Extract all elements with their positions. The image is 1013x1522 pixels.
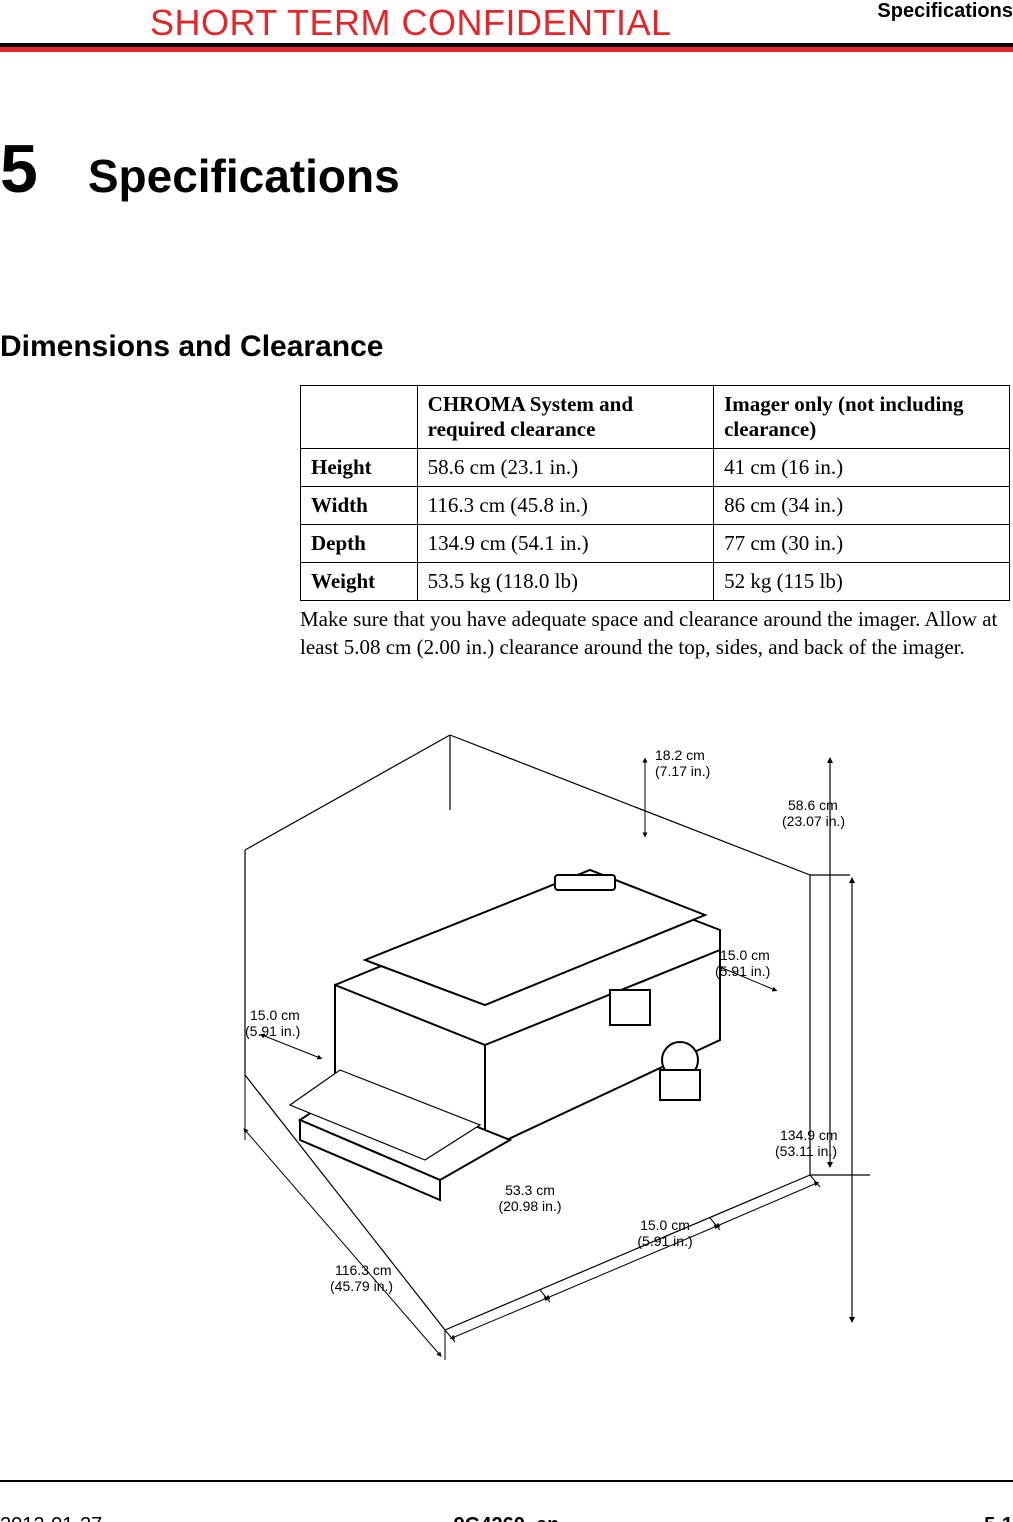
table-row: Weight 53.5 kg (118.0 lb) 52 kg (115 lb) xyxy=(301,563,1010,601)
dim-right-cm: 15.0 cm xyxy=(720,947,770,963)
page: Specifications SHORT TERM CONFIDENTIAL 5… xyxy=(0,0,1013,1522)
dim-top-cm: 18.2 cm xyxy=(655,747,705,763)
dim-width-in: (45.79 in.) xyxy=(330,1278,393,1294)
table-row: Width 116.3 cm (45.8 in.) 86 cm (34 in.) xyxy=(301,487,1010,525)
dim-height-cm: 58.6 cm xyxy=(788,797,838,813)
cell: 86 cm (34 in.) xyxy=(714,487,1010,525)
running-header: Specifications xyxy=(877,0,1013,23)
header-rule-red xyxy=(0,47,1013,52)
cell: 58.6 cm (23.1 in.) xyxy=(417,449,713,487)
svg-text:(23.07 in.): (23.07 in.) xyxy=(782,813,845,829)
chapter-number: 5 xyxy=(0,135,38,203)
row-label: Weight xyxy=(301,563,418,601)
dim-front-clear-cm: 15.0 cm xyxy=(640,1217,690,1233)
printer-dimensions-svg: 18.2 cm (7.17 in.) 58.6 cm (23.07 in.) 1… xyxy=(190,720,910,1360)
svg-text:(5.91 in.): (5.91 in.) xyxy=(715,963,770,979)
row-label: Width xyxy=(301,487,418,525)
svg-text:58.6 cm: 58.6 cm xyxy=(788,797,838,813)
dim-top-in: (7.17 in.) xyxy=(655,763,710,779)
svg-text:(53.11 in.): (53.11 in.) xyxy=(775,1143,837,1159)
svg-text:134.9 cm: 134.9 cm xyxy=(780,1127,838,1143)
svg-text:(45.79 in.): (45.79 in.) xyxy=(330,1278,393,1294)
dim-depth-mid-cm: 53.3 cm xyxy=(505,1182,555,1198)
chapter-heading: 5 Specifications xyxy=(0,135,400,203)
dim-front-clear-in: (5.91 in.) xyxy=(637,1233,692,1249)
svg-text:53.3 cm: 53.3 cm xyxy=(505,1182,555,1198)
dim-left-cm: 15.0 cm xyxy=(250,1007,300,1023)
svg-text:15.0 cm: 15.0 cm xyxy=(720,947,770,963)
cell: 77 cm (30 in.) xyxy=(714,525,1010,563)
footer-page-number: 5-1 xyxy=(984,1514,1013,1522)
svg-text:(20.98 in.): (20.98 in.) xyxy=(498,1198,561,1214)
watermark-text: SHORT TERM CONFIDENTIAL xyxy=(150,2,672,44)
table-row: Depth 134.9 cm (54.1 in.) 77 cm (30 in.) xyxy=(301,525,1010,563)
table-header-row: CHROMA System and required clearance Ima… xyxy=(301,386,1010,449)
cell: 52 kg (115 lb) xyxy=(714,563,1010,601)
svg-text:(5.91 in.): (5.91 in.) xyxy=(245,1023,300,1039)
footer-rule xyxy=(0,1480,1013,1482)
row-label: Height xyxy=(301,449,418,487)
dim-width-cm: 116.3 cm xyxy=(335,1262,392,1278)
row-label: Depth xyxy=(301,525,418,563)
dim-right-in: (5.91 in.) xyxy=(715,963,770,979)
dim-depth-in: (53.11 in.) xyxy=(775,1143,837,1159)
cell: 116.3 cm (45.8 in.) xyxy=(417,487,713,525)
dim-left-in: (5.91 in.) xyxy=(245,1023,300,1039)
cell: 53.5 kg (118.0 lb) xyxy=(417,563,713,601)
section-heading: Dimensions and Clearance xyxy=(0,330,383,364)
svg-text:15.0 cm: 15.0 cm xyxy=(640,1217,690,1233)
specifications-table: CHROMA System and required clearance Ima… xyxy=(300,385,1010,601)
chapter-title: Specifications xyxy=(88,149,400,203)
dim-depth-mid-in: (20.98 in.) xyxy=(498,1198,561,1214)
svg-text:15.0 cm: 15.0 cm xyxy=(250,1007,300,1023)
dim-depth-cm: 134.9 cm xyxy=(780,1127,838,1143)
svg-text:18.2 cm: 18.2 cm xyxy=(655,747,705,763)
table-header-blank xyxy=(301,386,418,449)
paragraph-clearance: Make sure that you have adequate space a… xyxy=(300,605,1010,662)
cell: 134.9 cm (54.1 in.) xyxy=(417,525,713,563)
svg-text:(7.17 in.): (7.17 in.) xyxy=(655,763,710,779)
table-header-system: CHROMA System and required clearance xyxy=(417,386,713,449)
clearance-diagram: 18.2 cm (7.17 in.) 58.6 cm (23.07 in.) 1… xyxy=(190,720,910,1360)
cell: 41 cm (16 in.) xyxy=(714,449,1010,487)
table-row: Height 58.6 cm (23.1 in.) 41 cm (16 in.) xyxy=(301,449,1010,487)
svg-text:(5.91 in.): (5.91 in.) xyxy=(637,1233,692,1249)
table-header-imager: Imager only (not including clearance) xyxy=(714,386,1010,449)
svg-text:116.3 cm: 116.3 cm xyxy=(335,1262,392,1278)
footer-doc-id: 9G4260_en xyxy=(0,1514,1013,1522)
dim-height-in: (23.07 in.) xyxy=(782,813,845,829)
